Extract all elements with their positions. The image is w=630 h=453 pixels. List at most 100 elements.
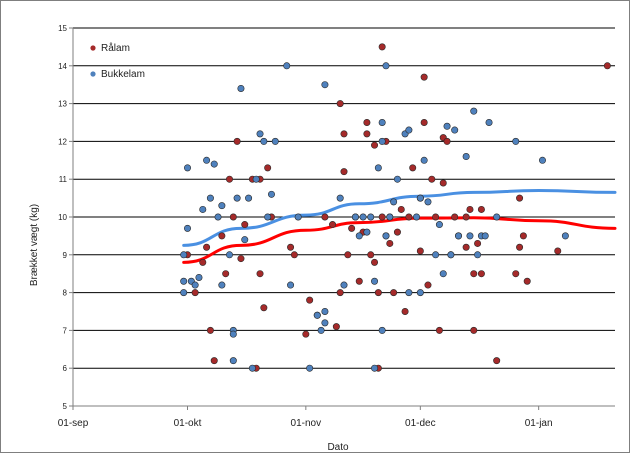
legend-label-ralam: Rålam (101, 42, 130, 54)
x-tick-label: 01-jan (525, 418, 553, 429)
point-ralam (233, 137, 241, 145)
point-ralam (409, 164, 417, 172)
point-bukkelam (313, 311, 321, 319)
y-tick-label: 8 (63, 289, 68, 298)
point-ralam (237, 255, 245, 263)
point-ralam (378, 213, 386, 221)
point-bukkelam (493, 213, 501, 221)
point-bukkelam (424, 198, 432, 206)
y-tick-label: 15 (58, 24, 67, 33)
point-bukkelam (271, 137, 279, 145)
point-bukkelam (455, 232, 463, 240)
point-bukkelam (378, 119, 386, 127)
point-ralam (225, 175, 233, 183)
point-bukkelam (206, 194, 214, 202)
point-bukkelam (256, 130, 264, 138)
y-tick-label: 6 (63, 364, 68, 373)
point-bukkelam (241, 236, 249, 244)
y-axis-title: Brækket vægt (kg) (29, 204, 40, 286)
point-bukkelam (317, 326, 325, 334)
point-ralam (222, 270, 230, 278)
point-bukkelam (321, 319, 329, 327)
grid-lines (73, 27, 615, 407)
point-bukkelam (382, 62, 390, 70)
legend-marker-bukkelam (90, 71, 96, 77)
point-ralam (466, 205, 474, 213)
legend-label-bukkelam: Bukkelam (101, 69, 145, 80)
legend: Rålam Bukkelam (90, 42, 145, 80)
point-bukkelam (214, 213, 222, 221)
point-ralam (199, 258, 207, 266)
point-ralam (363, 119, 371, 127)
point-ralam (420, 119, 428, 127)
point-bukkelam (363, 228, 371, 236)
point-ralam (321, 213, 329, 221)
point-bukkelam (435, 221, 443, 229)
point-bukkelam (248, 364, 256, 372)
point-ralam (554, 247, 562, 255)
x-tick-label: 01-dec (405, 418, 436, 429)
point-ralam (493, 357, 501, 365)
point-bukkelam (371, 277, 379, 285)
point-ralam (401, 307, 409, 315)
point-bukkelam (416, 289, 424, 297)
point-ralam (477, 270, 485, 278)
point-bukkelam (195, 273, 203, 281)
point-ralam (523, 277, 531, 285)
point-bukkelam (180, 277, 188, 285)
point-bukkelam (229, 330, 237, 338)
point-ralam (420, 73, 428, 81)
point-ralam (439, 179, 447, 187)
axes (69, 27, 615, 410)
point-ralam (386, 239, 394, 247)
point-ralam (340, 168, 348, 176)
point-ralam (603, 62, 611, 70)
point-bukkelam (237, 84, 245, 92)
point-bukkelam (443, 122, 451, 130)
point-bukkelam (420, 156, 428, 164)
point-ralam (462, 243, 470, 251)
point-ralam (371, 141, 379, 149)
point-ralam (344, 251, 352, 259)
point-bukkelam (432, 251, 440, 259)
point-bukkelam (405, 289, 413, 297)
point-bukkelam (229, 357, 237, 365)
point-bukkelam (386, 213, 394, 221)
point-ralam (405, 213, 413, 221)
point-ralam (336, 289, 344, 297)
x-tick-label: 01-okt (174, 418, 202, 429)
point-bukkelam (561, 232, 569, 240)
point-ralam (470, 270, 478, 278)
point-bukkelam (180, 289, 188, 297)
point-bukkelam (225, 251, 233, 259)
y-tick-label: 11 (59, 175, 68, 184)
point-ralam (340, 130, 348, 138)
y-tick-label: 13 (58, 100, 67, 109)
point-bukkelam (512, 137, 520, 145)
point-bukkelam (462, 153, 470, 161)
point-ralam (229, 213, 237, 221)
trendline-ralam (182, 216, 617, 264)
point-bukkelam (367, 213, 375, 221)
y-tick-label: 12 (58, 137, 67, 146)
point-ralam (371, 258, 379, 266)
point-ralam (367, 251, 375, 259)
point-bukkelam (210, 160, 218, 168)
y-tick-label: 10 (58, 213, 67, 222)
point-bukkelam (447, 251, 455, 259)
point-bukkelam (218, 281, 226, 289)
point-bukkelam (199, 205, 207, 213)
legend-marker-ralam (90, 45, 96, 51)
point-ralam (241, 221, 249, 229)
point-bukkelam (252, 175, 260, 183)
point-bukkelam (538, 156, 546, 164)
point-bukkelam (439, 270, 447, 278)
point-bukkelam (359, 213, 367, 221)
point-ralam (302, 330, 310, 338)
point-bukkelam (283, 62, 291, 70)
point-bukkelam (260, 137, 268, 145)
point-ralam (443, 137, 451, 145)
point-ralam (519, 232, 527, 240)
point-ralam (435, 326, 443, 334)
